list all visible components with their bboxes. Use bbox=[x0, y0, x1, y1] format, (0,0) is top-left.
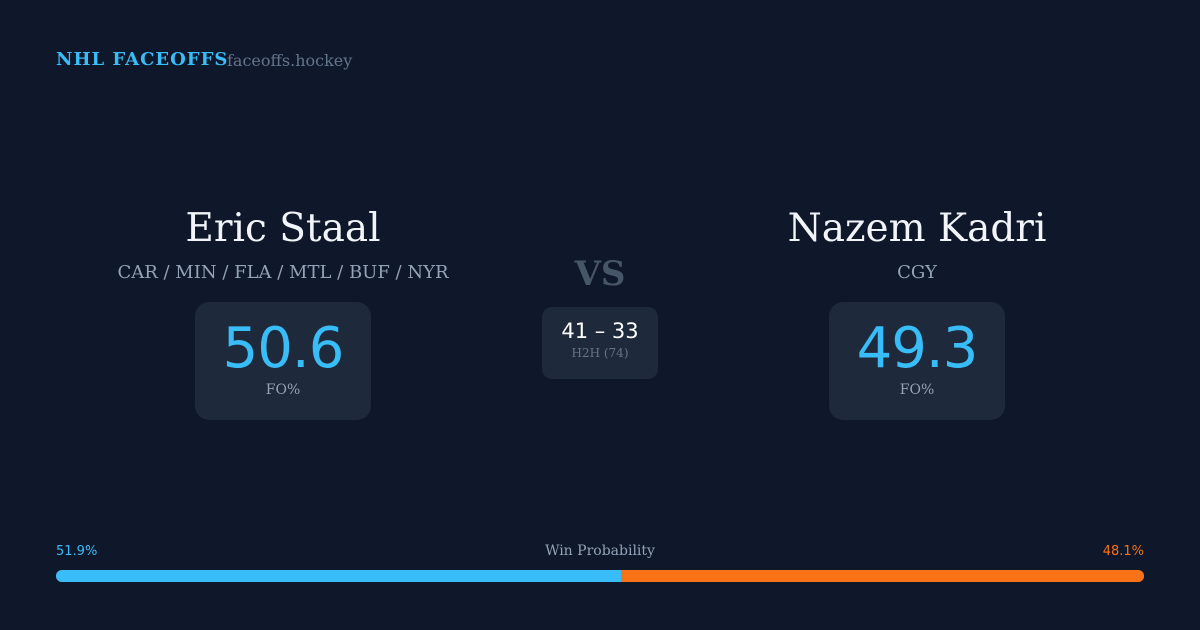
right-win-probability: 48.1% bbox=[1102, 544, 1144, 559]
win-probability-bar bbox=[56, 570, 1144, 582]
right-player-teams: CGY bbox=[897, 262, 937, 283]
h2h-card: 41 – 33 H2H (74) bbox=[542, 307, 658, 379]
left-player-name: Eric Staal bbox=[185, 206, 381, 251]
h2h-label: H2H (74) bbox=[571, 346, 629, 360]
brand-title: NHL FACEOFFS bbox=[56, 49, 229, 70]
left-fo-card: 50.6 FO% bbox=[195, 302, 371, 420]
right-fo-value: 49.3 bbox=[856, 316, 979, 381]
h2h-score: 41 – 33 bbox=[561, 319, 639, 343]
win-probability-right-fill bbox=[620, 570, 1144, 582]
right-player-name: Nazem Kadri bbox=[787, 206, 1047, 251]
left-player-teams: CAR / MIN / FLA / MTL / BUF / NYR bbox=[117, 262, 449, 283]
left-win-probability: 51.9% bbox=[56, 544, 98, 559]
win-probability-label: Win Probability bbox=[545, 543, 655, 559]
right-fo-card: 49.3 FO% bbox=[829, 302, 1005, 420]
win-probability-left-fill bbox=[56, 570, 621, 582]
left-fo-value: 50.6 bbox=[222, 316, 345, 381]
left-fo-label: FO% bbox=[265, 382, 301, 398]
site-url: faceoffs.hockey bbox=[227, 51, 353, 70]
vs-label: VS bbox=[574, 254, 626, 294]
right-fo-label: FO% bbox=[899, 382, 935, 398]
